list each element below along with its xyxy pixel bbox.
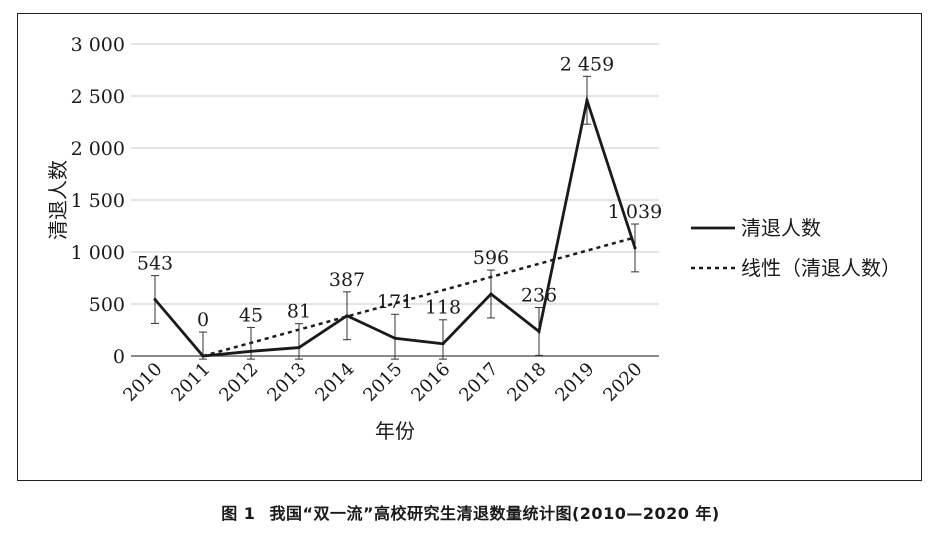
data-point bbox=[297, 346, 301, 350]
y-tick-label: 2 500 bbox=[71, 86, 125, 108]
y-tick-label: 1 000 bbox=[71, 242, 125, 264]
y-axis-label: 清退人数 bbox=[46, 160, 70, 240]
data-label: 171 bbox=[377, 291, 413, 313]
data-label: 1 039 bbox=[608, 201, 662, 223]
x-tick-label: 2019 bbox=[551, 359, 598, 406]
trendline bbox=[202, 236, 636, 358]
x-axis-label: 年份 bbox=[375, 419, 415, 443]
data-label: 543 bbox=[137, 253, 173, 275]
data-label: 45 bbox=[239, 304, 263, 326]
data-point bbox=[537, 329, 541, 333]
x-tick-label: 2010 bbox=[119, 359, 166, 406]
data-point bbox=[441, 342, 445, 346]
data-label: 387 bbox=[329, 269, 365, 291]
y-tick-label: 1 500 bbox=[71, 190, 125, 212]
figure-caption: 图 1 我国“双一流”高校研究生清退数量统计图(2010—2020 年) bbox=[0, 500, 941, 524]
data-point bbox=[345, 314, 349, 318]
legend-label-trend: 线性（清退人数） bbox=[741, 256, 901, 280]
data-point bbox=[153, 298, 157, 302]
x-tick-label: 2011 bbox=[167, 359, 214, 406]
x-tick-label: 2017 bbox=[455, 359, 502, 406]
y-tick-label: 500 bbox=[89, 294, 125, 316]
y-tick-label: 2 000 bbox=[71, 138, 125, 160]
y-tick-label: 3 000 bbox=[71, 34, 125, 56]
chart-frame bbox=[17, 13, 922, 481]
x-tick-label: 2016 bbox=[407, 359, 454, 406]
x-tick-label: 2013 bbox=[263, 359, 310, 406]
x-tick-label: 2015 bbox=[359, 359, 406, 406]
data-point bbox=[585, 98, 589, 102]
data-point bbox=[489, 292, 493, 296]
figure-number: 图 1 bbox=[221, 504, 256, 523]
data-label: 236 bbox=[521, 284, 557, 306]
data-label: 0 bbox=[197, 309, 209, 331]
legend-label-series: 清退人数 bbox=[741, 216, 821, 240]
data-label: 118 bbox=[425, 297, 461, 319]
figure-title: 我国“双一流”高校研究生清退数量统计图(2010—2020 年) bbox=[269, 504, 720, 523]
data-point bbox=[249, 349, 253, 353]
y-tick-label: 0 bbox=[113, 346, 125, 368]
data-point bbox=[633, 246, 637, 250]
x-tick-label: 2012 bbox=[215, 359, 262, 406]
data-label: 596 bbox=[473, 247, 509, 269]
data-label: 2 459 bbox=[560, 53, 614, 75]
data-label: 81 bbox=[287, 301, 311, 323]
x-tick-label: 2018 bbox=[503, 359, 550, 406]
x-tick-label: 2020 bbox=[599, 359, 646, 406]
data-point bbox=[201, 354, 205, 358]
x-tick-label: 2014 bbox=[311, 359, 358, 406]
data-point bbox=[393, 336, 397, 340]
